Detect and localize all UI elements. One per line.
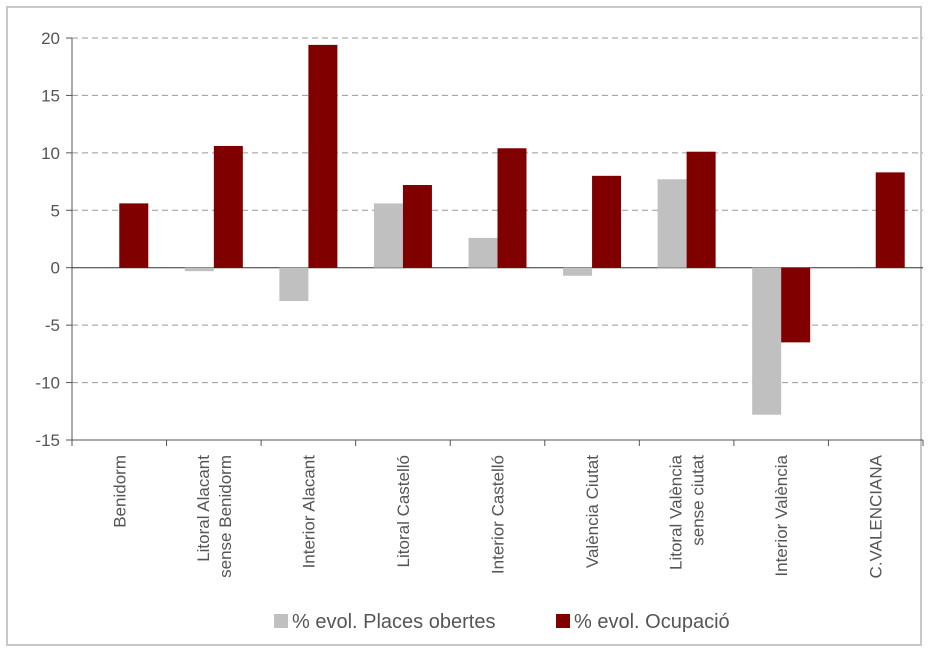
- bar-ocupacio: [497, 148, 527, 268]
- bar-places-obertes: [657, 179, 687, 268]
- y-tick-label: -15: [35, 431, 60, 450]
- y-tick-label: 0: [51, 259, 60, 278]
- bar-places-obertes: [279, 267, 309, 302]
- bar-ocupacio: [402, 185, 432, 268]
- x-category-label: Benidorm: [110, 455, 129, 528]
- x-category-label: Litoral Alacant: [194, 455, 213, 562]
- x-category-label: Interior Castelló: [489, 455, 508, 574]
- y-tick-label: 5: [51, 201, 60, 220]
- y-tick-label: -5: [45, 316, 60, 335]
- legend-label: % evol. Ocupació: [574, 611, 730, 633]
- bar-ocupacio: [781, 267, 811, 343]
- legend-label: % evol. Places obertes: [292, 611, 495, 633]
- bar-places-obertes: [563, 267, 593, 276]
- x-category-label: sense ciutat: [689, 455, 708, 546]
- y-tick-label: -10: [35, 374, 60, 393]
- x-category-label: Interior Alacant: [299, 455, 318, 569]
- y-tick-label: 15: [41, 86, 60, 105]
- bar-places-obertes: [468, 237, 498, 268]
- legend-swatch: [274, 614, 288, 628]
- bar-places-obertes: [184, 267, 214, 272]
- bar-places-obertes: [752, 267, 782, 415]
- x-category-label: Litoral València: [667, 454, 686, 570]
- bar-ocupacio: [592, 175, 622, 268]
- bar-ocupacio: [308, 44, 338, 268]
- x-category-label: Litoral Castelló: [394, 455, 413, 567]
- bar-ocupacio: [119, 203, 149, 268]
- legend-swatch: [556, 614, 570, 628]
- bar-ocupacio: [213, 145, 243, 268]
- x-category-label: sense Benidorm: [216, 455, 235, 578]
- x-category-label: C.VALENCIANA: [867, 454, 886, 578]
- y-tick-label: 10: [41, 144, 60, 163]
- bar-ocupacio: [686, 151, 716, 268]
- x-category-label: València Ciutat: [583, 455, 602, 568]
- y-tick-label: 20: [41, 29, 60, 48]
- bar-ocupacio: [875, 172, 905, 268]
- x-category-label: Interior València: [772, 454, 791, 576]
- bar-places-obertes: [373, 203, 403, 268]
